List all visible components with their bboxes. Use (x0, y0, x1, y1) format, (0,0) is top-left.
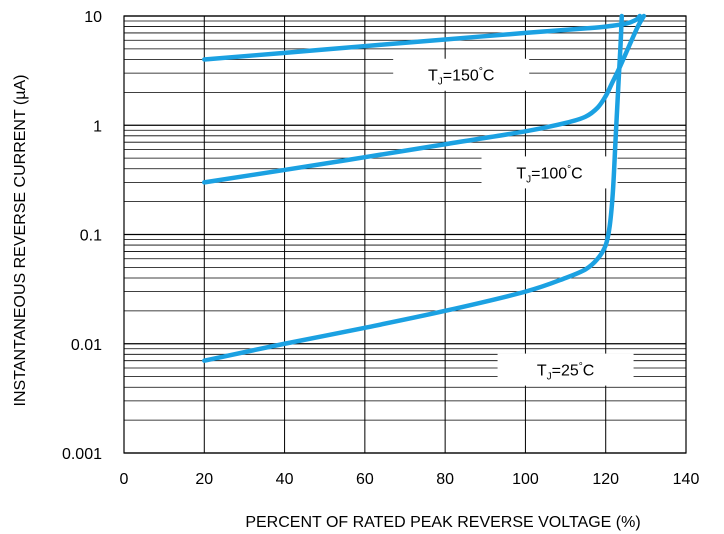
curve-label-unit: C (571, 165, 583, 182)
curve-label-value: =100 (531, 165, 567, 182)
curve-label-box (393, 58, 530, 91)
curve-label-subscript: J (438, 77, 443, 88)
y-tick-label: 10 (84, 9, 102, 26)
x-tick-label: 0 (120, 471, 129, 488)
curve-label-main: T (537, 363, 547, 380)
x-tick-label: 40 (276, 471, 294, 488)
series-line (202, 13, 647, 185)
y-tick-label: 0.01 (71, 337, 102, 354)
series-group (202, 13, 647, 363)
curve-label-value: =25 (552, 363, 579, 380)
y-tick-label: 1 (93, 118, 102, 135)
curve-label-main: T (428, 68, 438, 85)
curve-label: TJ=150°C (428, 67, 494, 88)
x-tick-label: 20 (195, 471, 213, 488)
y-tick-label: 0.001 (62, 446, 102, 463)
curve-label-box (497, 353, 634, 386)
y-tick-label: 0.1 (80, 228, 102, 245)
curve-label-box (481, 156, 618, 189)
series-line (202, 13, 643, 62)
x-tick-label: 80 (436, 471, 454, 488)
tick-labels: 0 20 40 60 80 100 120 140 0.001 0.01 0.1 1 10 (62, 9, 699, 488)
y-axis-label: INSTANTANEOUS REVERSE CURRENT (µA) (12, 75, 29, 407)
curve-label: TJ=25°C (537, 362, 594, 383)
curve-label-backgrounds (393, 58, 634, 386)
x-tick-label: 120 (592, 471, 619, 488)
curve-label-unit: C (583, 363, 595, 380)
curve-label-subscript: J (547, 372, 552, 383)
curve-label-degree: ° (479, 67, 483, 78)
x-tick-label: 140 (673, 471, 700, 488)
curve-label-unit: C (483, 68, 495, 85)
curve-labels: TJ=150°CTJ=100°CTJ=25°C (428, 67, 594, 383)
x-axis-label: PERCENT OF RATED PEAK REVERSE VOLTAGE (%… (245, 514, 640, 531)
curve-label-subscript: J (526, 174, 531, 185)
curve-label-value: =150 (443, 68, 479, 85)
curve-label-main: T (516, 165, 526, 182)
plot-frame (123, 15, 687, 454)
curve-label-degree: ° (567, 164, 571, 175)
series-line (202, 13, 625, 363)
curve-label: TJ=100°C (516, 164, 582, 185)
x-tick-label: 100 (512, 471, 539, 488)
x-tick-label: 60 (356, 471, 374, 488)
curve-label-degree: ° (579, 362, 583, 373)
